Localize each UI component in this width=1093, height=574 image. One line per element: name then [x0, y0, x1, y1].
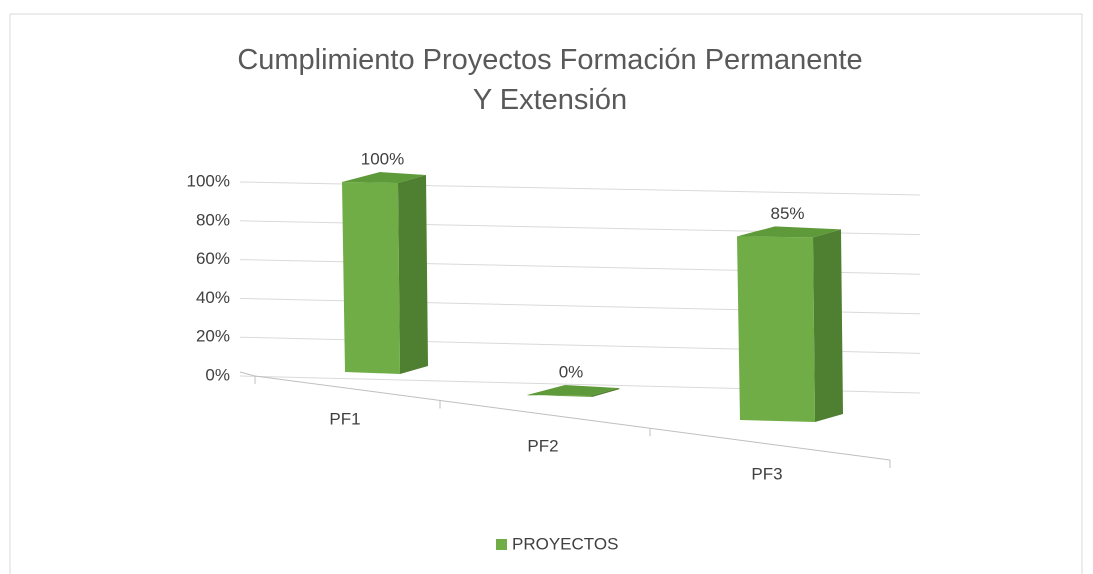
bar-side — [398, 175, 428, 374]
x-tick-label: PF1 — [329, 409, 360, 428]
legend-label: PROYECTOS — [512, 534, 618, 553]
bar-side — [590, 388, 620, 397]
bar-side — [813, 229, 843, 422]
y-tick-label: 0% — [205, 365, 230, 384]
bar-top — [737, 226, 841, 238]
data-label: 0% — [559, 362, 584, 381]
bar-top — [342, 172, 426, 183]
bar-front — [527, 395, 592, 397]
x-tick-label: PF3 — [751, 464, 782, 483]
grid-line — [239, 181, 921, 196]
chart-title: Cumplimiento Proyectos Formación Permane… — [237, 44, 863, 116]
data-label: 85% — [770, 204, 804, 223]
y-tick-label: 100% — [187, 171, 230, 190]
floor-edge — [239, 371, 256, 377]
x-tick-label: PF2 — [527, 436, 558, 455]
y-tick-label: 20% — [196, 327, 230, 346]
data-label: 100% — [361, 149, 404, 168]
chart-border — [9, 13, 1083, 574]
legend-swatch — [496, 539, 507, 550]
bar-top — [527, 385, 618, 396]
bar-front — [342, 182, 400, 374]
floor-edge — [254, 375, 891, 461]
bar-front — [737, 236, 815, 422]
y-tick-label: 60% — [196, 249, 230, 268]
y-tick-label: 40% — [196, 288, 230, 307]
y-tick-label: 80% — [196, 210, 230, 229]
